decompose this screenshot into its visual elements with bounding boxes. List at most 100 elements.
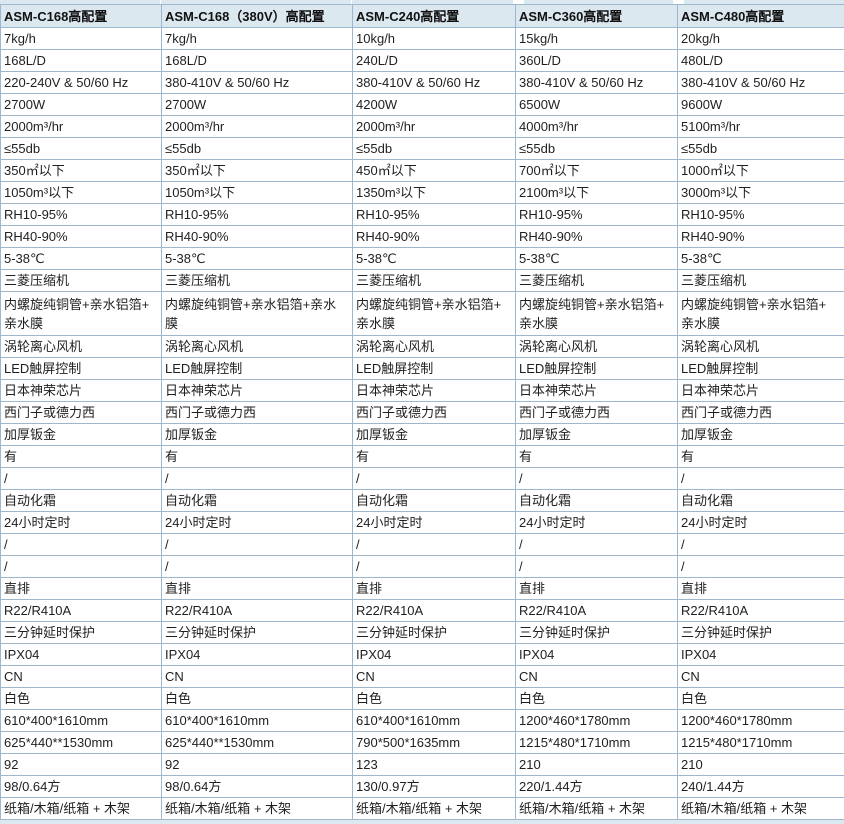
cell[interactable]: 98/0.64方 — [0, 775, 162, 798]
cell[interactable]: 涡轮离心风机 — [515, 335, 678, 358]
cell[interactable]: LED触屏控制 — [161, 357, 353, 380]
cell[interactable]: RH40-90% — [352, 225, 516, 248]
cell[interactable]: 450㎡以下 — [352, 159, 516, 182]
cell[interactable]: ≤55db — [352, 137, 516, 160]
cell[interactable]: 有 — [352, 445, 516, 468]
cell[interactable]: 360L/D — [515, 49, 678, 72]
cell[interactable]: 3000m³以下 — [677, 181, 844, 204]
cell[interactable]: 自动化霜 — [515, 489, 678, 512]
cell[interactable]: RH10-95% — [515, 203, 678, 226]
cell[interactable]: 24小时定时 — [677, 511, 844, 534]
cell[interactable]: 自动化霜 — [161, 489, 353, 512]
cell[interactable]: 10kg/h — [352, 27, 516, 50]
cell[interactable]: 三分钟延时保护 — [677, 621, 844, 644]
cell[interactable]: 380-410V & 50/60 Hz — [352, 71, 516, 94]
cell[interactable]: RH40-90% — [677, 225, 844, 248]
cell[interactable]: / — [0, 533, 162, 556]
cell[interactable]: 5-38℃ — [352, 247, 516, 270]
cell[interactable]: 直排 — [677, 577, 844, 600]
cell[interactable]: 日本神荣芯片 — [0, 379, 162, 402]
cell[interactable]: 350㎡以下 — [161, 159, 353, 182]
cell[interactable]: 涡轮离心风机 — [677, 335, 844, 358]
cell[interactable]: 有 — [0, 445, 162, 468]
cell[interactable]: 9600W — [677, 93, 844, 116]
cell[interactable]: 白色 — [677, 687, 844, 710]
cell[interactable]: 24小时定时 — [161, 511, 353, 534]
cell[interactable]: 直排 — [161, 577, 353, 600]
cell[interactable]: 98/0.64方 — [161, 775, 353, 798]
cell[interactable]: IPX04 — [0, 643, 162, 666]
cell[interactable]: IPX04 — [161, 643, 353, 666]
cell[interactable]: 7kg/h — [161, 27, 353, 50]
cell[interactable]: 210 — [515, 753, 678, 776]
cell[interactable]: 20kg/h — [677, 27, 844, 50]
cell[interactable]: / — [0, 555, 162, 578]
cell[interactable]: 加厚钣金 — [677, 423, 844, 446]
cell[interactable]: 92 — [0, 753, 162, 776]
cell[interactable]: 380-410V & 50/60 Hz — [161, 71, 353, 94]
cell[interactable]: 480L/D — [677, 49, 844, 72]
cell[interactable]: ≤55db — [161, 137, 353, 160]
cell[interactable]: 625*440**1530mm — [161, 731, 353, 754]
cell[interactable]: 内螺旋纯铜管+亲水铝箔+ 亲水膜 — [352, 291, 516, 336]
cell[interactable]: LED触屏控制 — [677, 357, 844, 380]
cell[interactable]: 700㎡以下 — [515, 159, 678, 182]
cell[interactable]: 168L/D — [0, 49, 162, 72]
cell[interactable]: 240L/D — [352, 49, 516, 72]
cell[interactable]: 加厚钣金 — [0, 423, 162, 446]
cell[interactable]: 白色 — [161, 687, 353, 710]
cell[interactable]: 三分钟延时保护 — [0, 621, 162, 644]
cell[interactable]: / — [161, 467, 353, 490]
cell[interactable]: 涡轮离心风机 — [352, 335, 516, 358]
cell[interactable]: 610*400*1610mm — [0, 709, 162, 732]
cell[interactable]: 纸箱/木箱/纸箱 + 木架 — [515, 797, 678, 820]
cell[interactable]: 纸箱/木箱/纸箱 + 木架 — [352, 797, 516, 820]
cell[interactable]: 1000㎡以下 — [677, 159, 844, 182]
cell[interactable]: / — [352, 555, 516, 578]
cell[interactable]: LED触屏控制 — [0, 357, 162, 380]
cell[interactable]: 350㎡以下 — [0, 159, 162, 182]
cell[interactable]: 三菱压缩机 — [677, 269, 844, 292]
cell[interactable]: R22/R410A — [161, 599, 353, 622]
cell[interactable]: R22/R410A — [352, 599, 516, 622]
cell[interactable]: 168L/D — [161, 49, 353, 72]
cell[interactable]: 1200*460*1780mm — [677, 709, 844, 732]
cell[interactable]: 92 — [161, 753, 353, 776]
cell[interactable]: 白色 — [515, 687, 678, 710]
cell[interactable]: 有 — [161, 445, 353, 468]
cell[interactable]: 2000m³/hr — [0, 115, 162, 138]
cell[interactable]: 加厚钣金 — [352, 423, 516, 446]
cell[interactable]: 日本神荣芯片 — [515, 379, 678, 402]
cell[interactable]: ≤55db — [515, 137, 678, 160]
cell[interactable]: 纸箱/木箱/纸箱 + 木架 — [161, 797, 353, 820]
cell[interactable]: / — [161, 533, 353, 556]
cell[interactable]: 2100m³以下 — [515, 181, 678, 204]
cell[interactable]: 1050m³以下 — [161, 181, 353, 204]
cell[interactable]: 白色 — [352, 687, 516, 710]
cell[interactable]: 加厚钣金 — [161, 423, 353, 446]
cell[interactable]: 涡轮离心风机 — [0, 335, 162, 358]
cell[interactable]: RH40-90% — [161, 225, 353, 248]
cell[interactable]: / — [677, 467, 844, 490]
cell[interactable]: 直排 — [515, 577, 678, 600]
cell[interactable]: 24小时定时 — [0, 511, 162, 534]
cell[interactable]: 三菱压缩机 — [161, 269, 353, 292]
cell[interactable]: 6500W — [515, 93, 678, 116]
cell[interactable]: 白色 — [0, 687, 162, 710]
cell[interactable]: 7kg/h — [0, 27, 162, 50]
cell[interactable]: 1350m³以下 — [352, 181, 516, 204]
cell[interactable]: 2000m³/hr — [161, 115, 353, 138]
cell[interactable]: 2000m³/hr — [352, 115, 516, 138]
cell[interactable]: RH10-95% — [0, 203, 162, 226]
cell[interactable]: 790*500*1635mm — [352, 731, 516, 754]
cell[interactable]: 三分钟延时保护 — [515, 621, 678, 644]
cell[interactable]: 2700W — [0, 93, 162, 116]
cell[interactable]: IPX04 — [515, 643, 678, 666]
cell[interactable]: LED触屏控制 — [515, 357, 678, 380]
cell[interactable]: ≤55db — [677, 137, 844, 160]
cell[interactable]: 24小时定时 — [515, 511, 678, 534]
cell[interactable]: 西门子或德力西 — [352, 401, 516, 424]
cell[interactable]: 日本神荣芯片 — [161, 379, 353, 402]
cell[interactable]: 1215*480*1710mm — [677, 731, 844, 754]
cell[interactable]: 纸箱/木箱/纸箱 + 木架 — [0, 797, 162, 820]
